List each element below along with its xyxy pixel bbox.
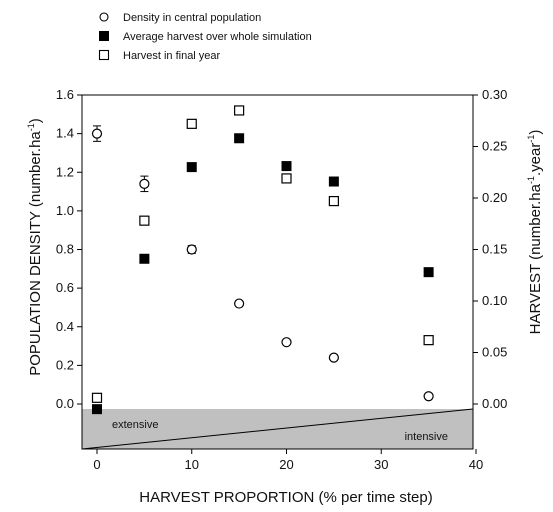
avg-harvest-point (328, 176, 339, 187)
y-left-tick-label: 0.4 (56, 319, 74, 334)
final-harvest-point (328, 195, 339, 207)
y-left-tick-label: 0.8 (56, 242, 74, 257)
x-tick-label: 0 (93, 457, 100, 472)
y-left-tick-label: 0.0 (56, 396, 74, 411)
y-left-tick-label: 1.2 (56, 164, 74, 179)
axes-layer (81, 94, 474, 450)
density-point (186, 244, 197, 255)
density-point (234, 298, 245, 309)
legend-open-square-marker (98, 49, 110, 61)
legend-label: Average harvest over whole simulation (123, 31, 312, 43)
legend-label: Density in central population (123, 12, 261, 24)
region-layer: extensive intensive (81, 408, 474, 450)
density-point (281, 337, 292, 348)
region-label-intensive: intensive (405, 431, 448, 443)
region-diagonal (81, 408, 474, 450)
x-tick-label: 30 (374, 457, 388, 472)
y-axis-right-label: HARVEST (number.ha-1.year-1) (526, 130, 544, 335)
density-point (328, 352, 339, 363)
final-harvest-point (281, 173, 292, 184)
y-right-tick-label: 0.30 (482, 87, 507, 102)
final-harvest-point (139, 215, 150, 226)
marks-layer (91, 105, 434, 415)
x-tick-label: 40 (469, 457, 483, 472)
y-right-tick-label: 0.25 (482, 139, 507, 154)
avg-harvest-point (423, 267, 434, 278)
y-left-tick-label: 0.6 (56, 280, 74, 295)
legend-label: Harvest in final year (123, 50, 221, 62)
final-harvest-point (423, 335, 434, 346)
x-tick-label: 10 (185, 457, 199, 472)
y-left-tick-label: 0.2 (56, 357, 74, 372)
y-right-tick-label: 0.05 (482, 345, 507, 360)
y-left-tick-label: 1.0 (56, 203, 74, 218)
legend-filled-square-marker (99, 31, 109, 41)
y-left-tick-label: 1.6 (56, 87, 74, 102)
plot-frame (81, 94, 474, 450)
y-left-tick-label: 1.4 (56, 126, 74, 141)
avg-harvest-point (234, 133, 245, 144)
y-right-tick-label: 0.00 (482, 396, 507, 411)
x-axis-label: HARVEST PROPORTION (% per time step) (139, 489, 432, 506)
avg-harvest-point (139, 253, 150, 264)
avg-harvest-point (281, 161, 292, 172)
final-harvest-point (186, 118, 197, 129)
density-point (423, 391, 434, 402)
y-right-tick-label: 0.20 (482, 190, 507, 205)
ticks-layer: 0.0 0.2 0.4 0.6 0.8 1.0 1.2 1.4 1.6 0.00 0.05 0.10 0… (56, 87, 507, 472)
final-harvest-point (234, 105, 245, 116)
avg-harvest-point (92, 404, 102, 415)
avg-harvest-point (186, 162, 197, 173)
y-axis-left-label: POPULATION DENSITY (number.ha-1) (26, 118, 44, 376)
final-harvest-point (91, 392, 103, 403)
density-point (139, 178, 150, 189)
density-point (91, 128, 103, 139)
y-right-tick-label: 0.15 (482, 242, 507, 257)
legend-layer: Density in central population Average har… (98, 12, 312, 62)
x-tick-label: 20 (279, 457, 293, 472)
legend-open-circle-marker (99, 12, 109, 22)
region-label-extensive: extensive (112, 419, 158, 431)
y-right-tick-label: 0.10 (482, 293, 507, 308)
